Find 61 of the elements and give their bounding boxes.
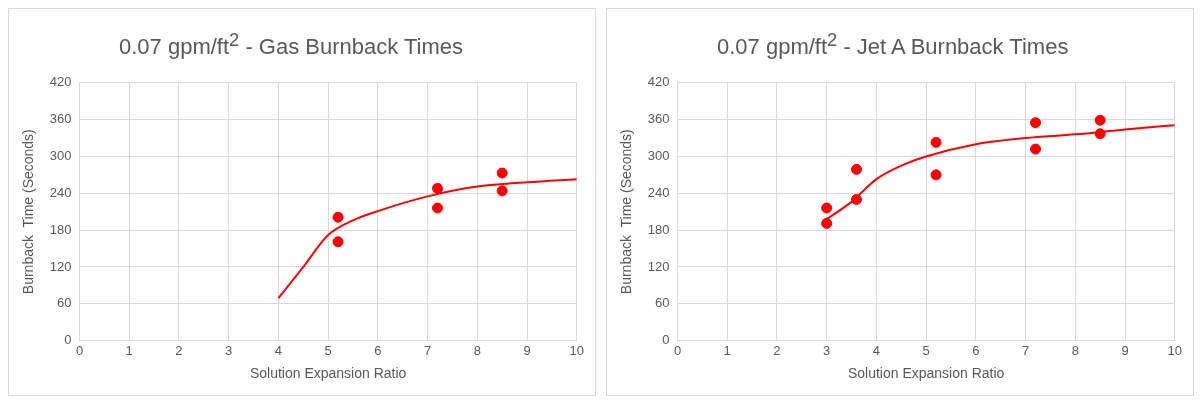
x-tick-label: 3 [225,342,233,358]
x-tick-label: 0 [673,342,682,358]
x-tick-label: 6 [374,342,382,358]
line-series [277,178,577,300]
x-tick-label: 8 [473,342,481,358]
chart-title: 0.07 gpm/ft$^{2}$ - Jet A Burnback Times [716,28,1070,62]
x-tick-label: 5 [922,342,930,358]
x-tick-label: 7 [423,342,432,358]
y-tick-label: 180 [647,221,670,237]
y-tick-label: 60 [655,295,670,311]
x-axis-title: Solution Expansion Ratio [847,365,1005,382]
x-tick-label: 0 [75,342,84,358]
y-tick-label: 0 [64,332,72,348]
x-tick-label: 2 [175,342,183,358]
y-tick-label: 300 [647,148,670,164]
point [496,167,508,179]
point [496,185,508,197]
x-tick-label: 5 [324,342,332,358]
point [821,202,833,214]
y-tick-label: 420 [49,74,72,90]
point [1094,114,1106,126]
y-tick-label: 420 [647,74,670,90]
point [930,169,942,181]
x-tick-label: 2 [773,342,781,358]
point [851,193,863,205]
x-tick-label: 4 [274,342,283,358]
y-tick-label: 120 [49,258,72,274]
y-tick-label: 240 [49,184,72,200]
y-axis-title: Burnback Time (Seconds) [618,129,635,295]
y-tick-label: 120 [647,258,670,274]
point [432,202,444,214]
x-tick-label: 10 [1167,342,1182,358]
point [1030,143,1042,155]
x-tick-label: 9 [1121,342,1129,358]
x-tick-label: 7 [1021,342,1030,358]
y-tick-label: 240 [647,184,670,200]
point [1030,117,1042,129]
point [1094,128,1106,140]
x-tick-label: 6 [972,342,980,358]
x-tick-label: 10 [569,342,584,358]
x-tick-label: 1 [723,342,731,358]
y-tick-label: 360 [647,111,670,127]
y-tick-label: 300 [49,148,72,164]
x-tick-label: 3 [823,342,831,358]
y-tick-label: 0 [662,332,670,348]
point [930,136,942,148]
y-tick-label: 180 [49,221,72,237]
y-axis-title: Burnback Time (Seconds) [20,129,37,295]
point [432,182,444,194]
x-tick-label: 1 [125,342,133,358]
point [332,211,344,223]
x-tick-label: 4 [872,342,881,358]
y-tick-label: 360 [49,111,72,127]
chart-title: 0.07 gpm/ft$^{2}$ - Gas Burnback Times [118,28,465,62]
x-tick-label: 8 [1071,342,1079,358]
point [332,236,344,248]
x-axis-title: Solution Expansion Ratio [249,365,407,382]
point [851,163,863,175]
point [821,217,833,229]
y-tick-label: 60 [57,295,72,311]
x-tick-label: 9 [523,342,531,358]
